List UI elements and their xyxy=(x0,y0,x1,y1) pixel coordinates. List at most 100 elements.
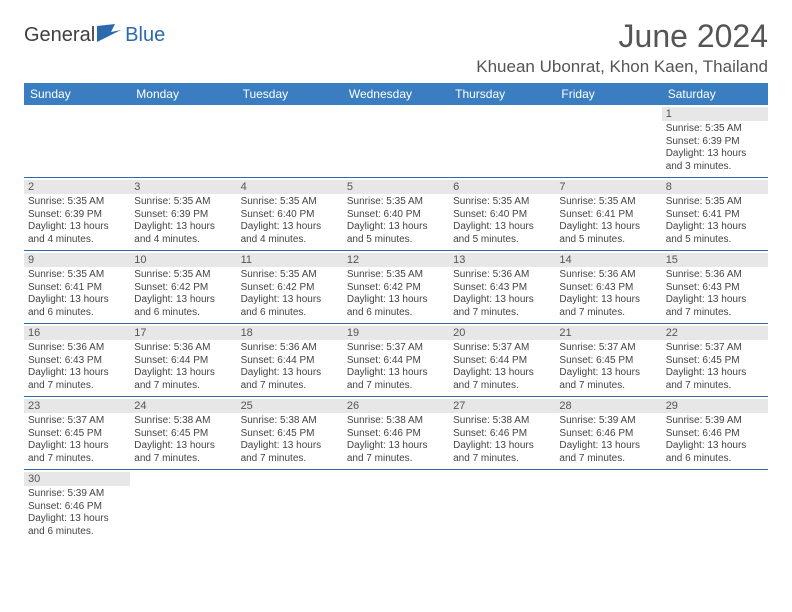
calendar-cell: 28Sunrise: 5:39 AMSunset: 6:46 PMDayligh… xyxy=(555,397,661,469)
sunrise-line: Sunrise: 5:38 AM xyxy=(453,415,551,428)
daylight-line: Daylight: 13 hours and 6 minutes. xyxy=(241,294,339,319)
day-number: 25 xyxy=(237,399,343,413)
day-number: 4 xyxy=(237,180,343,194)
daylight-line: Daylight: 13 hours and 4 minutes. xyxy=(241,221,339,246)
logo-text-blue: Blue xyxy=(125,24,165,47)
sunset-line: Sunset: 6:43 PM xyxy=(666,282,764,295)
calendar-cell: 13Sunrise: 5:36 AMSunset: 6:43 PMDayligh… xyxy=(449,251,555,323)
day-number: 10 xyxy=(130,253,236,267)
sunset-line: Sunset: 6:41 PM xyxy=(666,209,764,222)
calendar-week: 23Sunrise: 5:37 AMSunset: 6:45 PMDayligh… xyxy=(24,397,768,470)
daylight-line: Daylight: 13 hours and 6 minutes. xyxy=(28,294,126,319)
calendar-cell: 23Sunrise: 5:37 AMSunset: 6:45 PMDayligh… xyxy=(24,397,130,469)
day-number: 8 xyxy=(662,180,768,194)
day-header: Saturday xyxy=(662,83,768,105)
day-header: Tuesday xyxy=(237,83,343,105)
calendar-cell: 20Sunrise: 5:37 AMSunset: 6:44 PMDayligh… xyxy=(449,324,555,396)
day-number: 19 xyxy=(343,326,449,340)
sunrise-line: Sunrise: 5:36 AM xyxy=(28,342,126,355)
day-number: 7 xyxy=(555,180,661,194)
day-number: 22 xyxy=(662,326,768,340)
day-number: 3 xyxy=(130,180,236,194)
sunset-line: Sunset: 6:40 PM xyxy=(453,209,551,222)
daylight-line: Daylight: 13 hours and 7 minutes. xyxy=(347,440,445,465)
sunrise-line: Sunrise: 5:38 AM xyxy=(241,415,339,428)
calendar-cell: 3 Sunrise: 5:35 AMSunset: 6:39 PMDaylight… xyxy=(130,178,236,250)
sunrise-line: Sunrise: 5:36 AM xyxy=(559,269,657,282)
calendar-cell: 2Sunrise: 5:35 AMSunset: 6:39 PMDaylight… xyxy=(24,178,130,250)
sunset-line: Sunset: 6:44 PM xyxy=(347,355,445,368)
daylight-line: Daylight: 13 hours and 4 minutes. xyxy=(134,221,232,246)
day-number: 11 xyxy=(237,253,343,267)
calendar-page: General Blue June 2024 Khuean Ubonrat, K… xyxy=(0,0,792,560)
day-number: 21 xyxy=(555,326,661,340)
calendar-cell-empty xyxy=(662,470,768,542)
calendar-week: 2Sunrise: 5:35 AMSunset: 6:39 PMDaylight… xyxy=(24,178,768,251)
calendar-cell-empty xyxy=(449,105,555,177)
sunrise-line: Sunrise: 5:35 AM xyxy=(559,196,657,209)
calendar-cell: 6Sunrise: 5:35 AMSunset: 6:40 PMDaylight… xyxy=(449,178,555,250)
sunrise-line: Sunrise: 5:37 AM xyxy=(666,342,764,355)
daylight-line: Daylight: 13 hours and 7 minutes. xyxy=(666,367,764,392)
day-number: 1 xyxy=(662,107,768,121)
calendar-cell: 11 Sunrise: 5:35 AMSunset: 6:42 PMDayligh… xyxy=(237,251,343,323)
calendar-cell: 16Sunrise: 5:36 AMSunset: 6:43 PMDayligh… xyxy=(24,324,130,396)
calendar-table: SundayMondayTuesdayWednesdayThursdayFrid… xyxy=(24,83,768,542)
day-number: 9 xyxy=(24,253,130,267)
sunrise-line: Sunrise: 5:37 AM xyxy=(453,342,551,355)
calendar-cell: 4Sunrise: 5:35 AMSunset: 6:40 PMDaylight… xyxy=(237,178,343,250)
sunrise-line: Sunrise: 5:36 AM xyxy=(666,269,764,282)
sunset-line: Sunset: 6:44 PM xyxy=(134,355,232,368)
calendar-cell: 12Sunrise: 5:35 AMSunset: 6:42 PMDayligh… xyxy=(343,251,449,323)
sunrise-line: Sunrise: 5:35 AM xyxy=(347,196,445,209)
sunset-line: Sunset: 6:45 PM xyxy=(28,428,126,441)
sunset-line: Sunset: 6:39 PM xyxy=(134,209,232,222)
sunset-line: Sunset: 6:42 PM xyxy=(241,282,339,295)
sunset-line: Sunset: 6:43 PM xyxy=(559,282,657,295)
calendar-cell-empty xyxy=(130,470,236,542)
day-header: Friday xyxy=(555,83,661,105)
calendar-cell-empty xyxy=(237,105,343,177)
sunrise-line: Sunrise: 5:35 AM xyxy=(241,269,339,282)
day-header: Sunday xyxy=(24,83,130,105)
sunrise-line: Sunrise: 5:36 AM xyxy=(241,342,339,355)
sunrise-line: Sunrise: 5:39 AM xyxy=(28,488,126,501)
day-number: 2 xyxy=(24,180,130,194)
sunset-line: Sunset: 6:43 PM xyxy=(28,355,126,368)
daylight-line: Daylight: 13 hours and 5 minutes. xyxy=(559,221,657,246)
calendar-cell: 5Sunrise: 5:35 AMSunset: 6:40 PMDaylight… xyxy=(343,178,449,250)
day-number: 26 xyxy=(343,399,449,413)
day-number: 27 xyxy=(449,399,555,413)
sunrise-line: Sunrise: 5:37 AM xyxy=(28,415,126,428)
sunset-line: Sunset: 6:45 PM xyxy=(134,428,232,441)
sunrise-line: Sunrise: 5:35 AM xyxy=(28,269,126,282)
daylight-line: Daylight: 13 hours and 5 minutes. xyxy=(347,221,445,246)
sunrise-line: Sunrise: 5:36 AM xyxy=(134,342,232,355)
sunset-line: Sunset: 6:46 PM xyxy=(666,428,764,441)
day-number: 5 xyxy=(343,180,449,194)
day-header: Monday xyxy=(130,83,236,105)
sunrise-line: Sunrise: 5:35 AM xyxy=(241,196,339,209)
day-number: 28 xyxy=(555,399,661,413)
daylight-line: Daylight: 13 hours and 7 minutes. xyxy=(241,440,339,465)
daylight-line: Daylight: 13 hours and 6 minutes. xyxy=(666,440,764,465)
calendar-cell-empty xyxy=(555,470,661,542)
calendar-cell: 26Sunrise: 5:38 AMSunset: 6:46 PMDayligh… xyxy=(343,397,449,469)
flag-icon xyxy=(97,24,123,47)
calendar-cell-empty xyxy=(130,105,236,177)
sunset-line: Sunset: 6:46 PM xyxy=(347,428,445,441)
daylight-line: Daylight: 13 hours and 7 minutes. xyxy=(453,440,551,465)
sunrise-line: Sunrise: 5:35 AM xyxy=(28,196,126,209)
calendar-cell-empty xyxy=(24,105,130,177)
day-number: 24 xyxy=(130,399,236,413)
month-title: June 2024 xyxy=(476,18,768,55)
sunrise-line: Sunrise: 5:35 AM xyxy=(134,196,232,209)
calendar-cell: 7Sunrise: 5:35 AMSunset: 6:41 PMDaylight… xyxy=(555,178,661,250)
day-number: 16 xyxy=(24,326,130,340)
calendar-cell-empty xyxy=(343,105,449,177)
sunset-line: Sunset: 6:46 PM xyxy=(453,428,551,441)
calendar-cell: 15Sunrise: 5:36 AMSunset: 6:43 PMDayligh… xyxy=(662,251,768,323)
daylight-line: Daylight: 13 hours and 7 minutes. xyxy=(134,440,232,465)
sunset-line: Sunset: 6:44 PM xyxy=(241,355,339,368)
calendar-week: 9Sunrise: 5:35 AMSunset: 6:41 PMDaylight… xyxy=(24,251,768,324)
